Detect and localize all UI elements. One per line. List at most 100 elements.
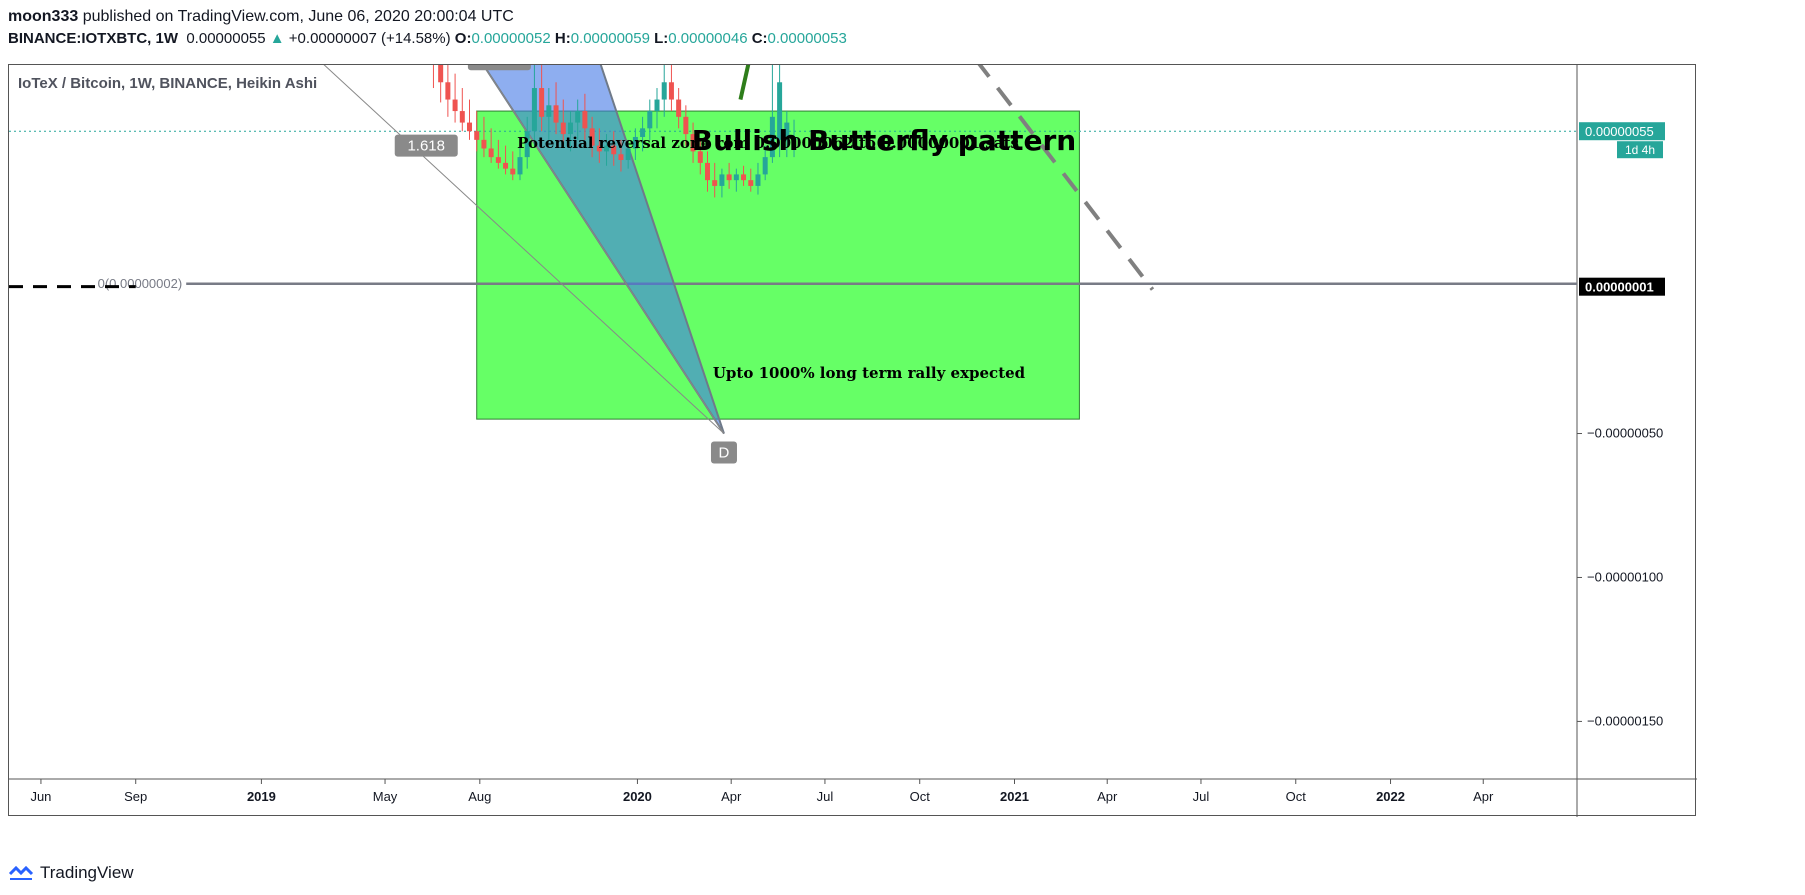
open-label: O: <box>454 30 472 47</box>
price-badge-label: 0.00000001 <box>1585 280 1654 295</box>
tradingview-logo-icon[interactable] <box>8 865 34 881</box>
x-tick-label: Jun <box>30 789 51 804</box>
countdown-label: 1d 4h <box>1625 143 1655 157</box>
candle-body <box>459 111 465 123</box>
x-tick-label: Sep <box>124 789 147 804</box>
publish-line: moon333 published on TradingView.com, Ju… <box>8 6 1798 28</box>
publish-info: published on TradingView.com, June 06, 2… <box>82 8 514 25</box>
price-change: +0.00000007 (+14.58%) <box>288 30 451 47</box>
up-arrow-icon: ▲ <box>269 30 285 47</box>
open-value: 0.00000052 <box>471 30 551 47</box>
candle-body <box>596 145 602 152</box>
candle-body <box>589 128 595 146</box>
candle-body <box>755 174 761 186</box>
ratio-label: 1.618 <box>407 138 445 155</box>
candle-body <box>726 174 732 181</box>
x-tick-label: 2020 <box>623 789 652 804</box>
low-label: L: <box>654 30 669 47</box>
x-tick-label: Oct <box>1286 789 1307 804</box>
candle-body <box>748 180 754 186</box>
candle-body <box>524 131 530 158</box>
candle-body <box>517 157 523 175</box>
candle-body <box>488 148 494 158</box>
countdown-box <box>1617 141 1663 159</box>
high-value: 0.00000059 <box>570 30 650 47</box>
candle-body <box>741 174 747 181</box>
rally-annotation: Upto 1000% long term rally expected <box>713 364 1026 382</box>
high-label: H: <box>554 30 571 47</box>
chart-legend: IoTeX / Bitcoin, 1W, BINANCE, Heikin Ash… <box>18 75 317 92</box>
candle-body <box>553 105 559 123</box>
x-tick-label: 2022 <box>1376 789 1405 804</box>
ratio-label: 2.794 <box>481 65 519 68</box>
chart-title: Bullish Butterfly pattern <box>692 124 1076 157</box>
x-tick-label: 2021 <box>1000 789 1029 804</box>
candle-body <box>697 151 703 163</box>
x-tick-label: 2019 <box>247 789 276 804</box>
candle-body <box>531 88 537 132</box>
candle-body <box>560 122 566 135</box>
candle-body <box>676 99 682 117</box>
candle-body <box>625 148 631 161</box>
candle-body <box>474 131 480 140</box>
x-tick-label: May <box>373 789 398 804</box>
candle-body <box>769 116 775 158</box>
chart-frame[interactable]: IoTeX / Bitcoin, 1W, BINANCE, Heikin Ash… <box>8 64 1697 817</box>
candle-body <box>733 174 739 181</box>
x-tick-label: Jul <box>1193 789 1210 804</box>
tradingview-brand[interactable]: TradingView <box>40 863 134 882</box>
close-label: C: <box>751 30 768 47</box>
candle-body <box>611 145 617 155</box>
x-tick-label: Aug <box>468 789 491 804</box>
x-tick-label: Apr <box>1473 789 1494 804</box>
x-tick-label: Apr <box>721 789 742 804</box>
y-tick-label: −0.00000150 <box>1587 713 1663 728</box>
candle-body <box>762 157 768 175</box>
candle-body <box>683 116 689 135</box>
candle-body <box>640 128 646 137</box>
author-name[interactable]: moon333 <box>8 8 79 25</box>
y-tick-label: −0.00000050 <box>1587 426 1663 441</box>
low-value: 0.00000046 <box>668 30 748 47</box>
candle-body <box>668 82 674 100</box>
candle-body <box>719 174 725 186</box>
last-price: 0.00000055 <box>186 30 266 47</box>
candle-body <box>575 111 581 123</box>
y-tick-label: −0.00000100 <box>1587 569 1663 584</box>
candle-body <box>618 154 624 161</box>
candle-body <box>647 111 653 129</box>
price-badge-label: 0.00000055 <box>1585 124 1654 139</box>
point-label-box <box>710 441 737 464</box>
candle-body <box>661 82 667 100</box>
ratio-label-box <box>467 65 531 71</box>
prz-annotation: Potential reversal zone rom 0.00000062 t… <box>517 134 1019 152</box>
fib-level-label: 0(0.00000002) <box>98 276 183 291</box>
candle-body <box>784 122 790 140</box>
point-label-D: D <box>719 445 730 462</box>
candle-body <box>690 134 696 152</box>
candle-body <box>712 180 718 186</box>
candle-body <box>481 139 487 149</box>
ohlc-line: BINANCE:IOTXBTC, 1W 0.00000055 ▲ +0.0000… <box>8 28 1798 50</box>
candle-body <box>539 88 545 117</box>
chart-header: moon333 published on TradingView.com, Ju… <box>8 6 1798 50</box>
candle-body <box>777 82 783 140</box>
pattern-bd-line <box>482 65 725 434</box>
candle-body <box>438 65 444 83</box>
candle-body <box>654 99 660 112</box>
close-value: 0.00000053 <box>767 30 847 47</box>
candle-body <box>632 136 638 149</box>
chart-canvas[interactable]: IoTeX / Bitcoin, 1W, BINANCE, Heikin Ash… <box>9 65 1697 817</box>
candle-body <box>582 111 588 129</box>
candle-body <box>567 122 573 135</box>
candle-body <box>445 82 451 100</box>
candle-body <box>791 136 797 140</box>
x-tick-label: Oct <box>910 789 931 804</box>
x-tick-label: Apr <box>1097 789 1118 804</box>
candle-body <box>495 157 501 163</box>
candle-body <box>704 162 710 181</box>
candle-body <box>467 122 473 132</box>
footer: TradingView <box>8 860 134 886</box>
green-arrow-shaft <box>738 65 751 100</box>
candle-body <box>510 168 516 175</box>
